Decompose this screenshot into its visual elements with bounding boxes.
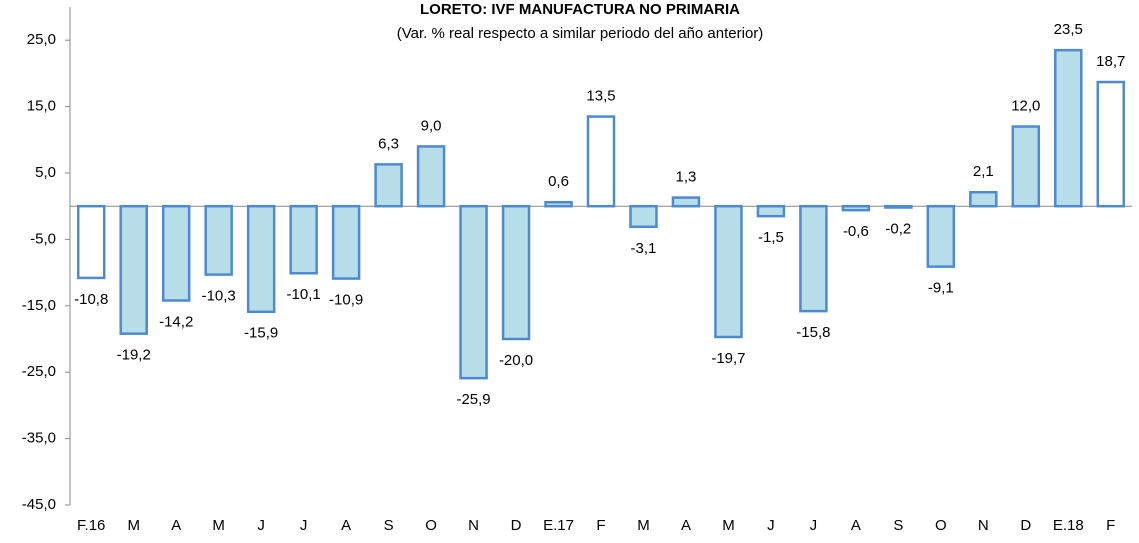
bar: [1011, 125, 1041, 208]
bar: [544, 200, 573, 208]
value-label: -19,2: [117, 347, 151, 364]
value-label: -10,1: [287, 286, 321, 303]
bar: [374, 163, 403, 208]
x-tick-label: M: [637, 517, 650, 534]
chart-subtitle: (Var. % real respecto a similar periodo …: [397, 25, 764, 42]
bar: [756, 204, 786, 218]
value-label: -15,8: [796, 324, 830, 341]
value-label: -10,8: [74, 291, 108, 308]
bar: [841, 204, 871, 212]
bar: [884, 204, 913, 209]
x-tick-label: F: [1106, 517, 1115, 534]
y-tick-label: 5,0: [35, 164, 56, 181]
value-label: -10,3: [202, 288, 236, 305]
value-label: -19,7: [711, 350, 745, 367]
bar: [459, 204, 488, 380]
x-tick-label: M: [127, 517, 140, 534]
value-label: 18,7: [1096, 53, 1125, 70]
x-tick-label: A: [681, 517, 691, 534]
value-label: -1,5: [758, 229, 784, 246]
y-tick-label: -45,0: [22, 496, 56, 513]
y-tick-label: -25,0: [22, 363, 56, 380]
value-label: 9,0: [421, 117, 442, 134]
bar: [331, 204, 361, 280]
value-label: -9,1: [928, 280, 954, 297]
y-tick-label: -5,0: [30, 230, 56, 247]
x-tick-label: O: [935, 517, 947, 534]
x-tick-label: M: [212, 517, 225, 534]
bar: [246, 204, 276, 314]
x-tick-label: F.16: [77, 517, 105, 534]
x-tick-label: E.18: [1053, 517, 1084, 534]
x-tick-label: S: [384, 517, 394, 534]
bar: [289, 204, 318, 275]
x-tick-label: J: [767, 517, 775, 534]
value-label: -25,9: [456, 391, 490, 408]
value-label: 1,3: [676, 169, 697, 186]
x-tick-label: J: [810, 517, 818, 534]
x-tick-label: O: [425, 517, 437, 534]
value-label: 12,0: [1011, 97, 1040, 114]
y-tick-label: 25,0: [27, 31, 56, 48]
bar: [629, 204, 658, 229]
x-tick-label: N: [468, 517, 479, 534]
x-tick-label: E.17: [543, 517, 574, 534]
x-tick-label: F: [596, 517, 605, 534]
value-label: 23,5: [1054, 21, 1083, 38]
value-label: -20,0: [499, 352, 533, 369]
x-tick-label: M: [722, 517, 735, 534]
bar: [714, 204, 743, 339]
bar: [1054, 48, 1083, 208]
bar: [799, 204, 828, 313]
value-label: 0,6: [548, 173, 569, 190]
chart-title: LORETO: IVF MANUFACTURA NO PRIMARIA: [420, 1, 740, 18]
bar: [969, 191, 998, 208]
value-label: -15,9: [244, 325, 278, 342]
value-label: -0,6: [843, 223, 869, 240]
bar: [76, 204, 106, 280]
x-tick-label: A: [171, 517, 181, 534]
y-tick-label: -35,0: [22, 430, 56, 447]
x-tick-label: A: [851, 517, 861, 534]
bar: [671, 196, 701, 208]
value-label: 6,3: [378, 135, 399, 152]
x-tick-label: D: [511, 517, 522, 534]
x-tick-label: J: [257, 517, 265, 534]
y-tick-label: -15,0: [22, 297, 56, 314]
bar: [119, 204, 148, 335]
value-label: -10,9: [329, 292, 363, 309]
value-label: -0,2: [885, 220, 911, 237]
value-label: -14,2: [159, 313, 193, 330]
value-label: -3,1: [631, 240, 657, 257]
x-tick-label: J: [300, 517, 308, 534]
bar: [586, 115, 616, 208]
bar: [204, 204, 233, 276]
bar: [416, 145, 446, 208]
x-tick-label: A: [341, 517, 351, 534]
x-tick-label: N: [978, 517, 989, 534]
bar: [926, 204, 956, 268]
value-label: 2,1: [973, 163, 994, 180]
x-tick-label: D: [1020, 517, 1031, 534]
bar: [1096, 80, 1126, 208]
bar: [501, 204, 531, 341]
value-label: 13,5: [586, 88, 615, 105]
y-tick-label: 15,0: [27, 98, 56, 115]
bar: [161, 204, 191, 302]
x-tick-label: S: [893, 517, 903, 534]
